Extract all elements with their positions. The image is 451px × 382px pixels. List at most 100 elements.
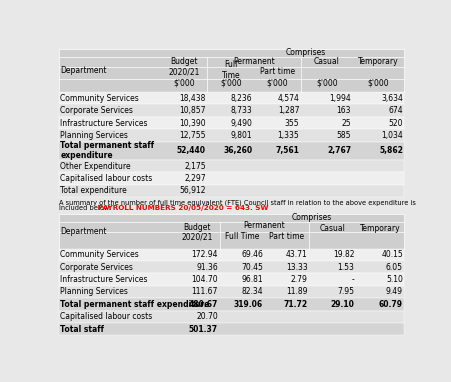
Bar [59,298,404,311]
Text: -: - [351,275,354,284]
Text: 36,260: 36,260 [223,146,252,155]
Text: 501.37: 501.37 [189,325,217,333]
Text: Capitalised labour costs: Capitalised labour costs [60,174,152,183]
Text: Part time: Part time [259,67,295,76]
Bar [59,323,404,335]
Text: 8,733: 8,733 [230,106,252,115]
Text: 12,755: 12,755 [179,131,206,140]
Text: Comprises: Comprises [285,48,325,57]
Text: 60.79: 60.79 [378,300,402,309]
Text: Capitalised labour costs: Capitalised labour costs [60,312,152,321]
Text: Temporary: Temporary [359,223,400,233]
Text: 7,561: 7,561 [275,146,299,155]
Text: 52,440: 52,440 [176,146,206,155]
Text: 25: 25 [341,118,350,128]
Text: 4,574: 4,574 [277,94,299,103]
Text: Total permanent staff
expenditure: Total permanent staff expenditure [60,141,154,160]
Bar [59,249,404,261]
Text: 10,390: 10,390 [179,118,206,128]
Bar [59,49,404,92]
Text: 70.45: 70.45 [240,263,262,272]
Text: 7.95: 7.95 [337,288,354,296]
Bar [59,185,404,197]
Bar [59,274,404,286]
Bar [59,142,404,160]
Text: 2,297: 2,297 [184,174,206,183]
Text: Community Services: Community Services [60,94,139,103]
Text: $'000: $'000 [220,79,241,88]
Bar [59,311,404,323]
Text: 520: 520 [387,118,402,128]
Text: Total staff: Total staff [60,325,104,333]
Text: Part time: Part time [269,232,304,241]
Text: 2020/21: 2020/21 [181,232,212,241]
Text: 480.67: 480.67 [188,300,217,309]
Text: PAYROLL NUMBERS 20/05/2020 = 643. SW: PAYROLL NUMBERS 20/05/2020 = 643. SW [97,205,267,211]
Text: 355: 355 [284,118,299,128]
Text: Department: Department [60,227,106,236]
Text: 11.89: 11.89 [286,288,307,296]
Bar [59,117,404,129]
Text: Full Time: Full Time [224,232,258,241]
Text: 3,634: 3,634 [380,94,402,103]
Text: Infrastructure Services: Infrastructure Services [60,275,147,284]
Bar [59,129,404,142]
Text: 19.82: 19.82 [332,250,354,259]
Text: 56,912: 56,912 [179,186,206,196]
Text: Casual: Casual [313,57,339,66]
Bar [59,214,404,249]
Text: 2020/21: 2020/21 [168,67,199,76]
Text: Permanent: Permanent [233,57,274,66]
Text: 5.10: 5.10 [385,275,402,284]
Text: 18,438: 18,438 [179,94,206,103]
Text: Budget: Budget [170,57,198,66]
Bar [59,261,404,274]
Text: Full
Time: Full Time [221,60,239,79]
Bar [59,92,404,104]
Text: Budget: Budget [183,223,210,231]
Text: 2.79: 2.79 [290,275,307,284]
Text: 6.05: 6.05 [385,263,402,272]
Text: Comprises: Comprises [291,214,331,222]
Text: Casual: Casual [319,223,345,233]
Text: Department: Department [60,66,106,75]
Text: Planning Services: Planning Services [60,131,128,140]
Text: $'000: $'000 [173,79,194,88]
Text: 674: 674 [387,106,402,115]
Text: Temporary: Temporary [358,57,398,66]
Text: 40.15: 40.15 [380,250,402,259]
Text: 69.46: 69.46 [240,250,262,259]
Text: 1,335: 1,335 [277,131,299,140]
Text: 2,767: 2,767 [326,146,350,155]
Bar [59,172,404,185]
Text: 172.94: 172.94 [191,250,217,259]
Text: 111.67: 111.67 [191,288,217,296]
Text: $'000: $'000 [367,79,388,88]
Text: 8,236: 8,236 [230,94,252,103]
Text: 9,801: 9,801 [230,131,252,140]
Text: 163: 163 [336,106,350,115]
Text: 9.49: 9.49 [385,288,402,296]
Text: 2,175: 2,175 [184,162,206,171]
Text: 82.34: 82.34 [241,288,262,296]
Text: 29.10: 29.10 [330,300,354,309]
Text: Infrastructure Services: Infrastructure Services [60,118,147,128]
Text: 96.81: 96.81 [241,275,262,284]
Bar [59,160,404,172]
Text: Total permanent staff expenditure: Total permanent staff expenditure [60,300,209,309]
Text: 5,862: 5,862 [378,146,402,155]
Text: Corporate Services: Corporate Services [60,106,133,115]
Text: $'000: $'000 [266,79,288,88]
Text: 9,490: 9,490 [230,118,252,128]
Text: 1.53: 1.53 [337,263,354,272]
Text: Permanent: Permanent [243,222,285,230]
Text: 20.70: 20.70 [196,312,217,321]
Text: Planning Services: Planning Services [60,288,128,296]
Bar [59,286,404,298]
Text: 43.71: 43.71 [285,250,307,259]
Text: 1,994: 1,994 [329,94,350,103]
Text: 585: 585 [336,131,350,140]
Text: 1,034: 1,034 [380,131,402,140]
Text: included below:: included below: [59,205,110,211]
Text: 91.36: 91.36 [196,263,217,272]
